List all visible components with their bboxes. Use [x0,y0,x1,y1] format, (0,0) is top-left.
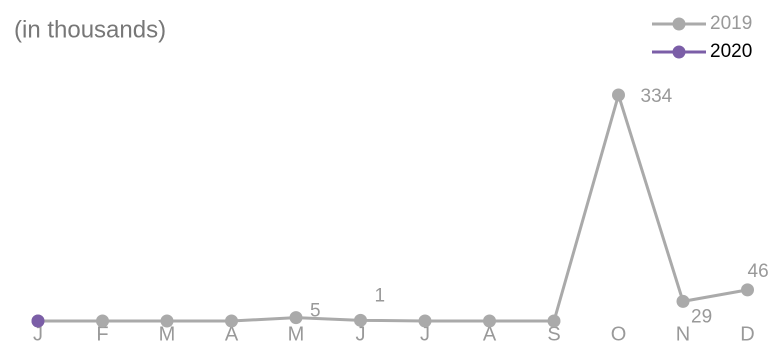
x-tick-label: A [225,323,239,345]
x-tick-label: M [159,323,176,345]
data-point [547,314,561,328]
data-label: 1 [375,285,386,306]
data-point [354,313,367,327]
data-point [676,294,690,308]
x-tick-label: F [96,323,108,345]
x-tick-label: J [33,323,43,345]
data-label: 46 [748,261,769,282]
x-tick-label: D [740,323,754,345]
x-tick-label: A [483,323,497,345]
x-tick-label: N [676,323,690,345]
x-tick-label: O [611,323,627,345]
x-tick-label: J [420,323,430,345]
legend-label: 2019 [710,13,752,34]
series-line [38,89,748,323]
data-point [612,88,625,102]
data-point [741,283,754,297]
data-point [289,311,303,325]
x-tick-label: S [547,323,560,345]
legend-marker [672,17,686,31]
chart-subtitle: (in thousands) [14,16,166,43]
legend-marker [672,45,686,59]
x-tick-label: M [288,323,305,345]
data-point [160,314,174,328]
legend-label: 2020 [710,41,752,62]
data-label: 334 [641,86,673,107]
data-label: 29 [691,306,712,327]
data-point [418,314,432,328]
data-point [483,314,496,328]
x-tick-label: J [356,323,366,345]
data-point [96,314,109,328]
data-point [225,314,238,328]
data-label: 5 [310,301,321,322]
data-point [31,314,45,328]
